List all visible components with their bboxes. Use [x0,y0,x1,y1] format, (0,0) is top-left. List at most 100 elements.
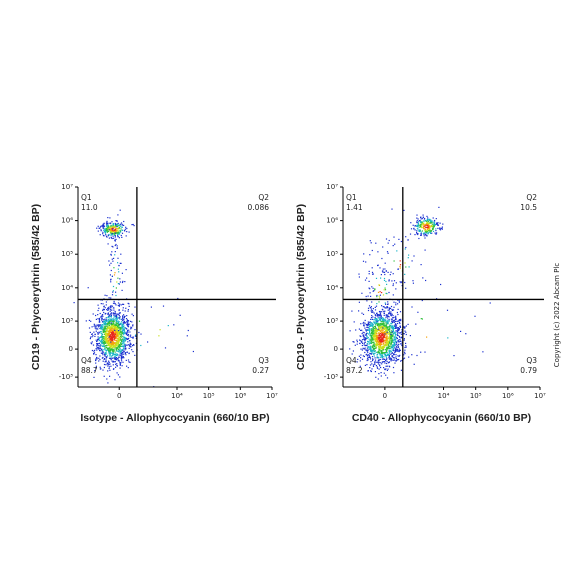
event-dot [386,306,388,308]
event-dot [116,332,118,334]
event-dot [435,230,437,232]
event-dot [119,344,121,347]
event-dot [118,309,120,311]
event-dot [363,348,365,350]
event-dot [120,358,123,360]
event-dot [108,317,110,319]
event-dot [373,328,376,330]
quadrant-percent: 87.2 [346,366,363,375]
event-dot [103,366,105,369]
event-dot [126,322,129,324]
event-dot [107,225,109,227]
event-dot [391,358,393,360]
event-dot [363,336,365,338]
event-dot [131,345,134,347]
event-dot [99,227,101,229]
event-dot [380,350,382,352]
event-dot [127,359,130,361]
event-dot [426,219,428,221]
event-dot [131,349,133,351]
event-dot [103,363,106,366]
event-dot [419,226,421,228]
event-dot [123,353,125,355]
event-dot [100,331,102,333]
event-dot [115,357,118,359]
event-dot [374,323,376,325]
event-dot [123,318,125,320]
event-dot [369,292,371,294]
event-dot [423,227,425,229]
quadrant-percent: 10.5 [520,203,537,212]
event-dot [372,338,374,340]
event-dot [110,236,112,238]
event-dot [364,338,366,340]
event-dot [124,332,126,334]
event-dot [100,340,102,342]
event-dot [381,338,383,340]
event-dot [376,330,378,332]
event-dot [110,309,112,311]
event-dot [119,336,121,338]
event-dot [385,303,387,305]
event-dot [437,222,439,224]
event-dot [114,303,116,305]
event-dot [386,251,389,253]
event-dot [105,319,107,321]
event-dot [133,344,135,346]
event-dot [105,330,108,332]
event-dot [424,230,426,232]
event-dot [380,277,382,279]
event-dot [381,322,383,324]
event-dot [392,359,394,361]
event-dot [374,315,377,317]
event-dot [95,326,97,328]
event-dot [379,346,381,348]
event-dot [396,333,399,335]
event-dot [112,313,114,315]
event-dot [372,347,374,350]
event-dot [390,318,392,320]
event-dot [104,231,106,234]
event-dot [383,314,385,316]
event-dot [111,237,113,240]
event-dot [401,359,403,362]
event-dot [381,325,383,327]
event-dot [122,361,124,363]
event-dot [382,329,384,331]
event-dot [115,324,117,326]
event-dot [97,225,99,227]
event-dot [474,315,476,317]
event-dot [100,324,103,326]
event-dot [368,325,370,327]
event-dot [98,332,100,334]
event-dot [101,318,103,320]
event-dot [102,309,104,312]
event-dot [114,356,116,358]
event-dot [103,225,105,227]
event-dot [120,334,122,336]
event-dot [93,323,95,325]
event-dot [110,232,112,234]
event-dot [370,335,373,337]
event-dot [442,223,444,225]
event-dot [365,354,367,356]
event-dot [118,332,120,334]
event-dot [97,338,99,341]
event-dot [349,330,351,332]
event-dot [111,234,113,236]
event-dot [392,347,395,349]
event-dot [405,287,407,289]
event-dot [107,235,109,237]
event-dot [384,310,386,312]
event-dot [124,331,126,333]
event-dot [378,373,380,375]
event-dot [104,327,106,329]
event-dot [147,341,149,343]
event-dot [395,315,397,317]
event-dot [109,375,111,377]
event-dot [376,319,378,321]
event-dot [384,354,386,356]
event-dot [109,327,111,329]
event-dot [111,332,113,334]
event-dot [393,326,395,328]
